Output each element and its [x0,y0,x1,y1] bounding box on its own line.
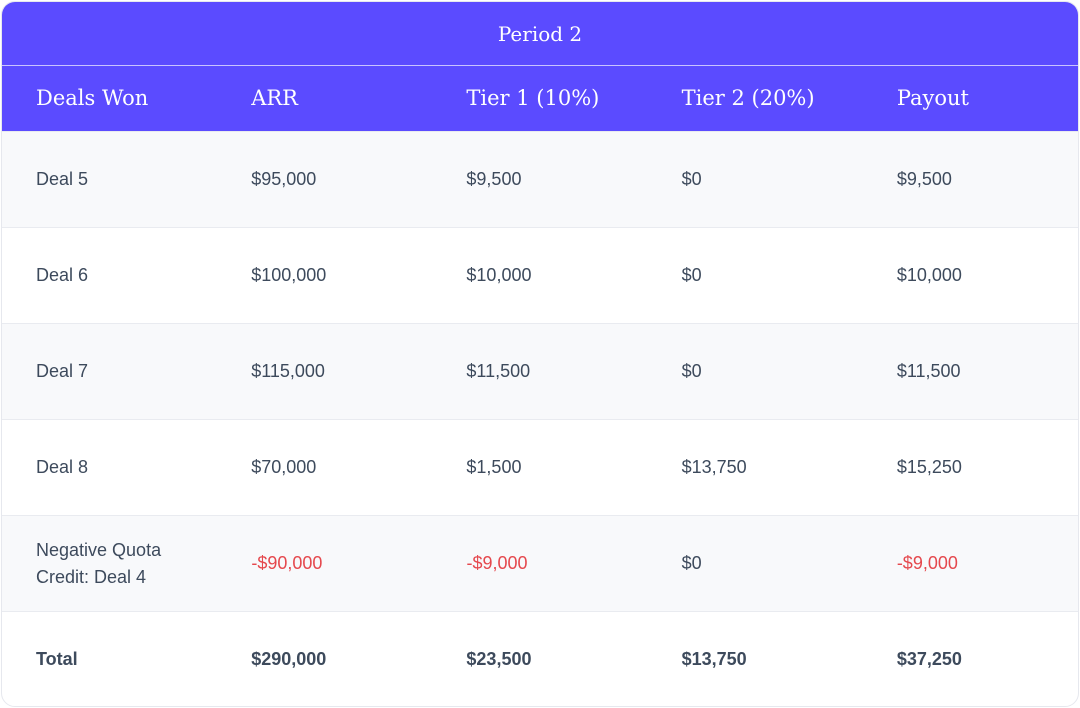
arr-cell: $70,000 [251,457,317,477]
tier1-cell: $10,000 [466,265,532,285]
total-tier1: $23,500 [466,648,532,669]
total-label: Total [36,648,78,669]
tier1-cell: $11,500 [466,361,531,381]
tier1-cell: $1,500 [466,457,522,477]
table-row: Negative Quota Credit: Deal 4 -$90,000 -… [2,515,1078,611]
tier2-cell: $0 [681,553,702,573]
column-header-arr: ARR [251,86,298,110]
tier2-cell: $13,750 [681,457,747,477]
deal-cell: Deal 7 [36,361,89,381]
column-header-payout: Payout [896,86,969,110]
table-row: Deal 6 $100,000 $10,000 $0 $10,000 [2,227,1078,323]
column-header-tier-1: Tier 1 (10%) [466,86,600,110]
payout-cell: $9,500 [896,169,952,189]
column-header-row: Deals Won ARR Tier 1 (10%) Tier 2 (20%) … [2,66,1078,131]
deal-cell: Deal 8 [36,457,89,477]
period-title: Period 2 [2,2,1078,66]
table-row: Deal 8 $70,000 $1,500 $13,750 $15,250 [2,419,1078,515]
tier2-cell: $0 [681,361,702,381]
tier1-cell: -$9,000 [466,553,528,573]
total-row: Total $290,000 $23,500 $13,750 $37,250 [2,611,1078,706]
tier2-cell: $0 [681,169,702,189]
tier2-cell: $0 [681,265,702,285]
column-header-tier-2: Tier 2 (20%) [681,86,815,110]
deal-cell: Deal 5 [36,169,89,189]
table-row: Deal 7 $115,000 $11,500 $0 $11,500 [2,323,1078,419]
table-row: Deal 5 $95,000 $9,500 $0 $9,500 [2,132,1078,227]
arr-cell: $100,000 [251,265,327,285]
arr-cell: $115,000 [251,361,325,381]
deal-cell: Negative Quota Credit: Deal 4 [36,539,162,587]
payout-cell: $11,500 [896,361,961,381]
arr-cell: $95,000 [251,169,317,189]
total-tier2: $13,750 [681,648,747,669]
deal-cell: Deal 6 [36,265,89,285]
payout-cell: -$9,000 [896,553,958,573]
payout-cell: $15,250 [896,457,962,477]
total-arr: $290,000 [251,648,327,669]
total-payout: $37,250 [896,648,962,669]
tier1-cell: $9,500 [466,169,522,189]
payout-cell: $10,000 [896,265,962,285]
arr-cell: -$90,000 [251,553,323,573]
column-header-deals-won: Deals Won [36,86,149,110]
table-body: Deal 5 $95,000 $9,500 $0 $9,500 Deal 6 $… [2,131,1078,706]
